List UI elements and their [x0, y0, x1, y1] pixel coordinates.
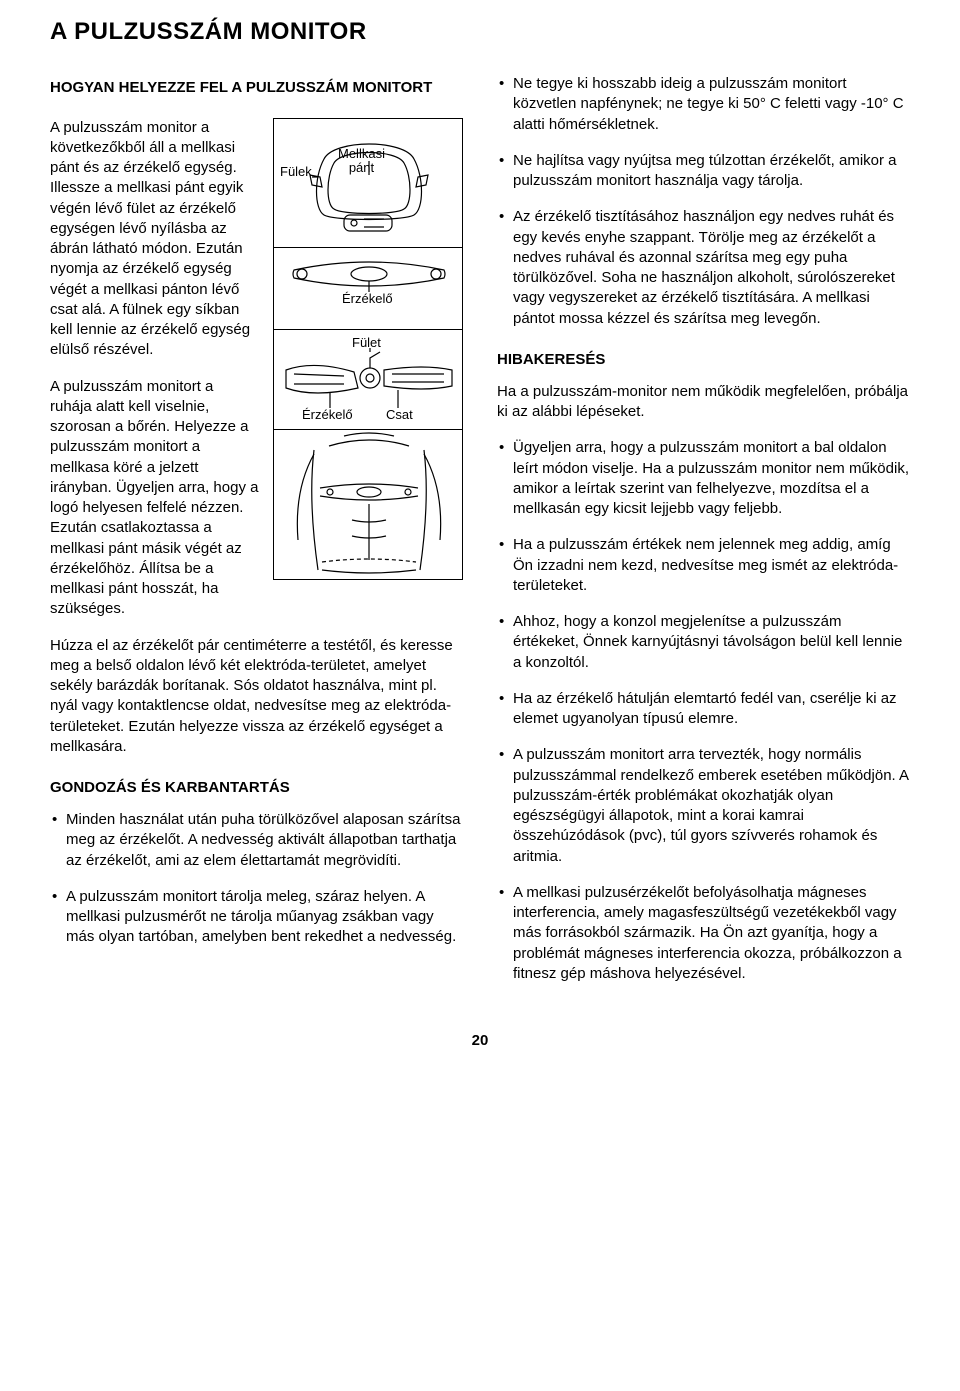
label-erzekelo-2: Érzékelő: [302, 408, 353, 422]
troubleshoot-bullets: Ügyeljen arra, hogy a pulzusszám monitor…: [497, 438, 910, 984]
list-item: A pulzusszám monitort arra tervezték, ho…: [497, 745, 910, 867]
label-csat: Csat: [386, 408, 413, 422]
figure-sensor-bar: Érzékelő: [273, 248, 463, 330]
two-column-layout: HOGYAN HELYEZZE FEL A PULZUSSZÁM MONITOR…: [50, 74, 910, 1000]
label-mellkasi-pant: Mellkasi pánt: [338, 147, 385, 176]
list-item: Ha a pulzusszám értékek nem jelennek meg…: [497, 535, 910, 596]
list-item: A mellkasi pulzusérzékelőt befolyásolhat…: [497, 883, 910, 984]
figure-torso: [273, 430, 463, 580]
list-item: Ha az érzékelő hátulján elemtartó fedél …: [497, 689, 910, 730]
figure-chest-strap: Fülek Mellkasi pánt: [273, 118, 463, 248]
right-para-1: Ha a pulzusszám-monitor nem működik megf…: [497, 382, 910, 423]
how-to-wear-heading: HOGYAN HELYEZZE FEL A PULZUSSZÁM MONITOR…: [50, 78, 463, 98]
troubleshoot-heading: HIBAKERESÉS: [497, 351, 910, 368]
list-item: Ne tegye ki hosszabb ideig a pulzusszám …: [497, 74, 910, 135]
intro-with-figure: Fülek Mellkasi pánt: [50, 118, 463, 636]
figure-tab-snap: Fület Érzékelő Csat: [273, 330, 463, 430]
list-item: Ügyeljen arra, hogy a pulzusszám monitor…: [497, 438, 910, 519]
list-item: Ne hajlítsa vagy nyújtsa meg túlzottan é…: [497, 151, 910, 192]
label-erzekelo-1: Érzékelő: [342, 292, 393, 306]
list-item: Az érzékelő tisztításához használjon egy…: [497, 207, 910, 329]
care-heading: GONDOZÁS ÉS KARBANTARTÁS: [50, 779, 463, 796]
care-bullets: Minden használat után puha törülközővel …: [50, 810, 463, 948]
page-number: 20: [50, 1032, 910, 1049]
label-fulek: Fülek: [280, 165, 312, 179]
list-item: Minden használat után puha törülközővel …: [50, 810, 463, 871]
list-item: Ahhoz, hogy a konzol megjelenítse a pulz…: [497, 612, 910, 673]
figure-stack: Fülek Mellkasi pánt: [273, 118, 463, 580]
label-fulet: Fület: [352, 336, 381, 350]
left-para-3: Húzza el az érzékelőt pár centiméterre a…: [50, 636, 463, 758]
left-column: HOGYAN HELYEZZE FEL A PULZUSSZÁM MONITOR…: [50, 74, 463, 1000]
right-column: Ne tegye ki hosszabb ideig a pulzusszám …: [497, 74, 910, 1000]
page-title: A PULZUSSZÁM MONITOR: [50, 18, 910, 46]
right-bullets-continued: Ne tegye ki hosszabb ideig a pulzusszám …: [497, 74, 910, 329]
list-item: A pulzusszám monitort tárolja meleg, szá…: [50, 887, 463, 948]
